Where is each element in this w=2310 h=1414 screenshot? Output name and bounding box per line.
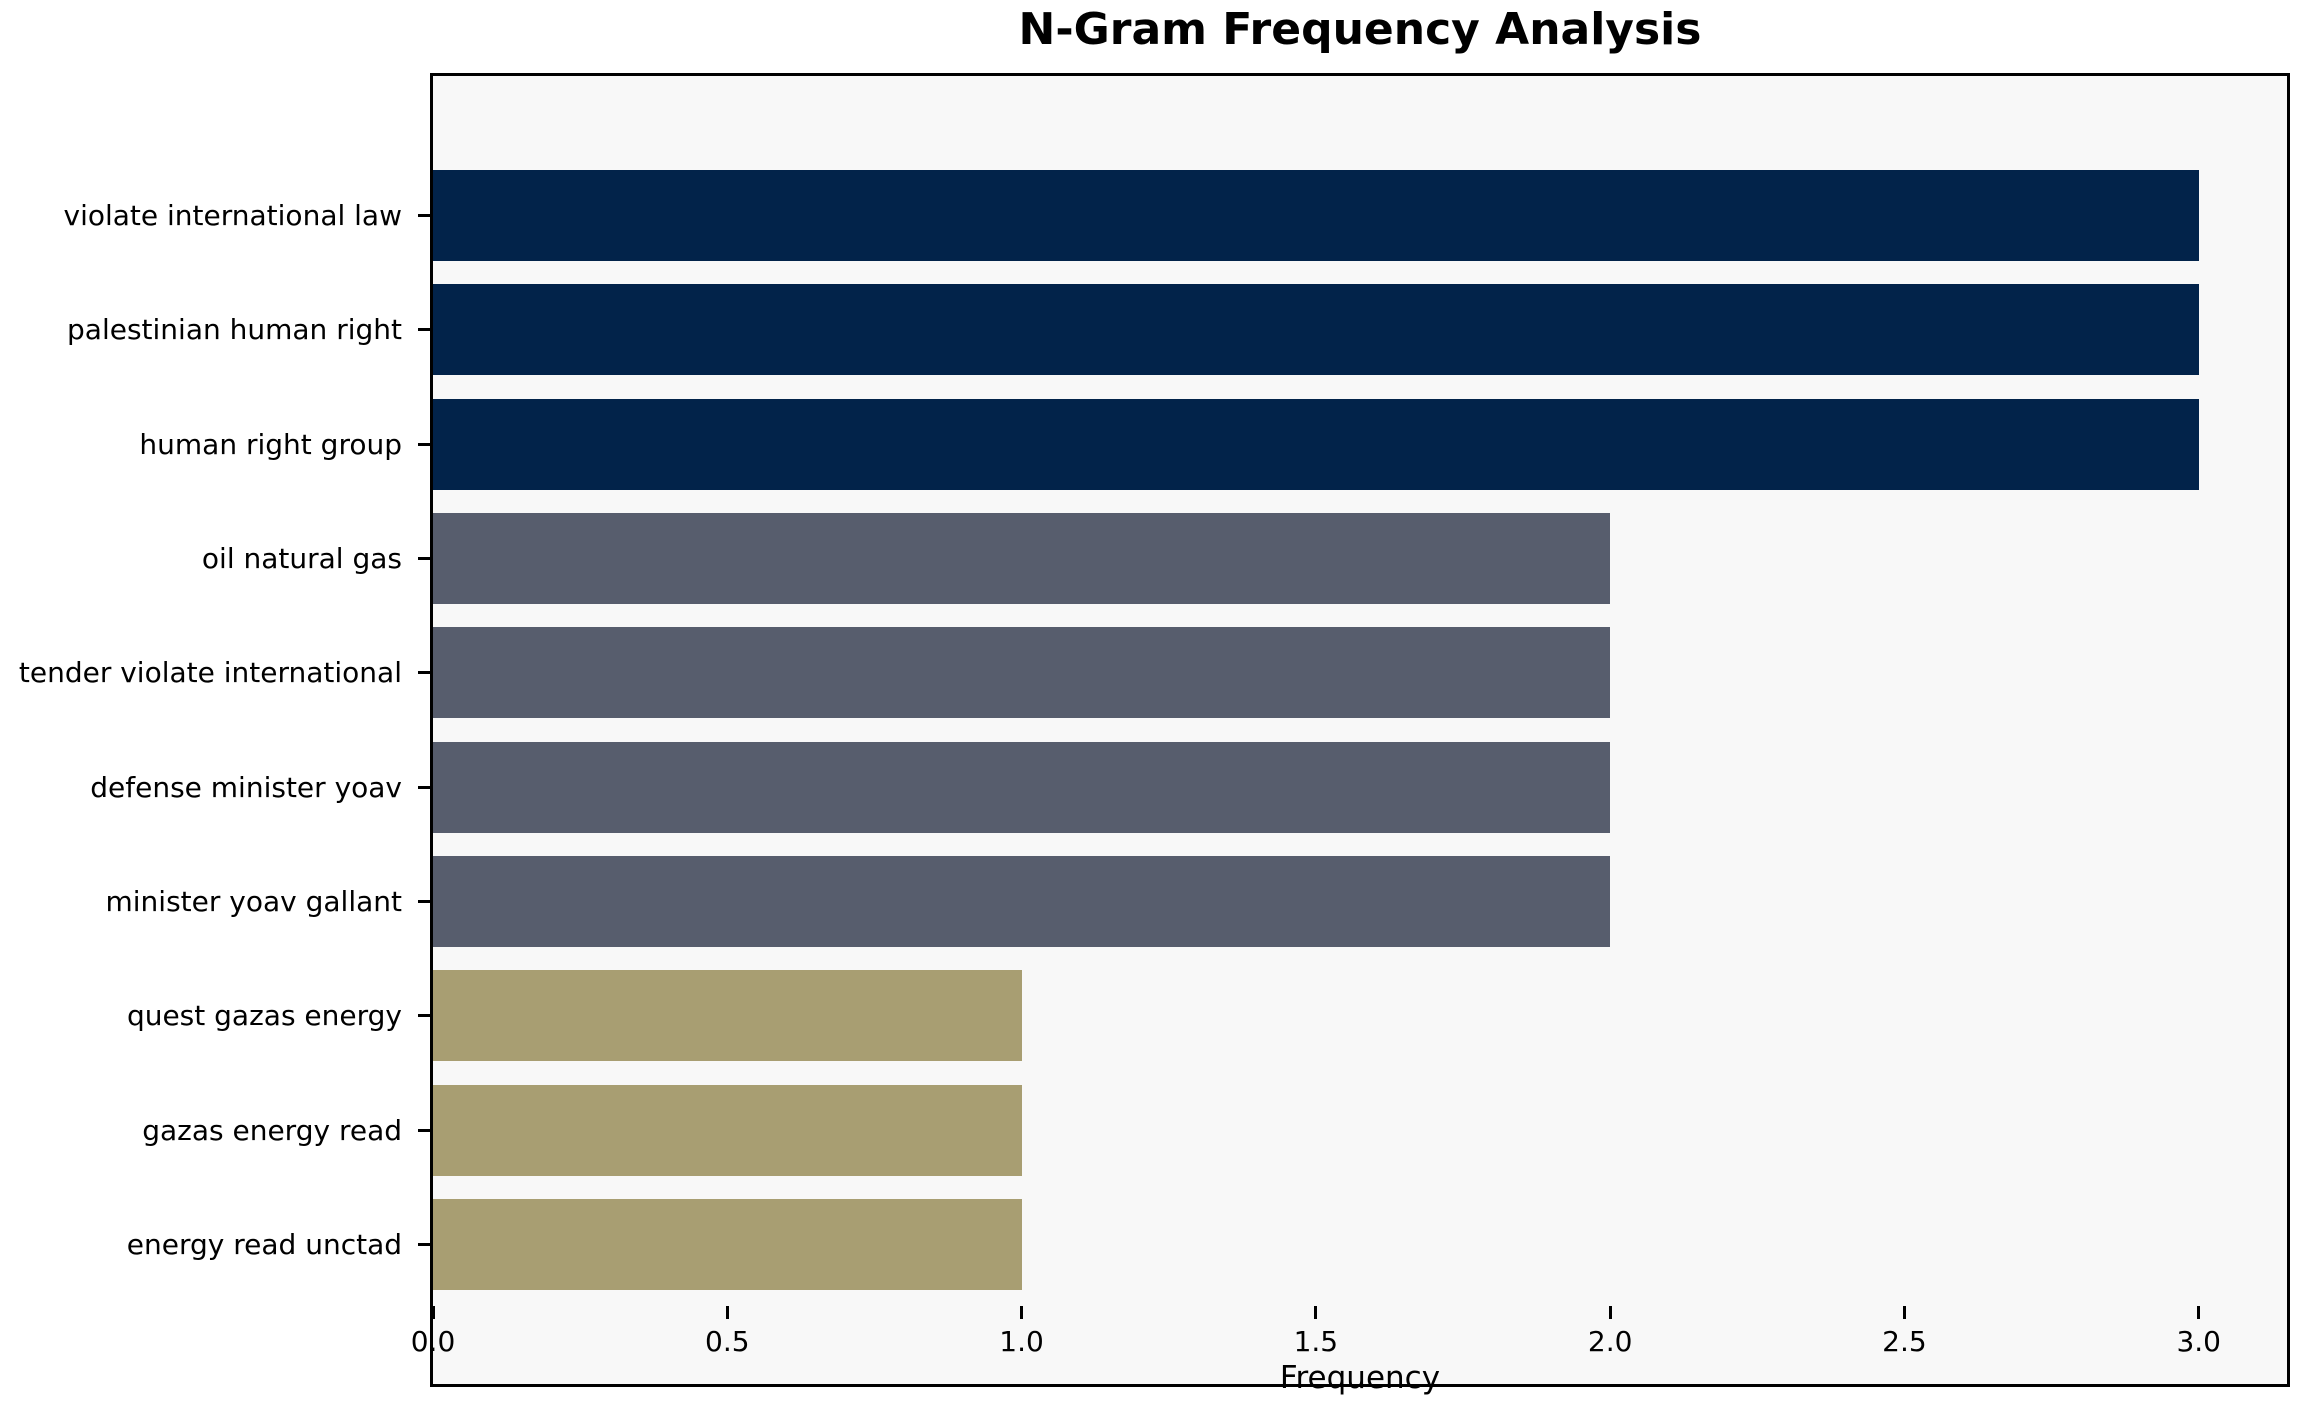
- bar-row: [433, 730, 2287, 844]
- bar-tender-violate-international: [433, 627, 1611, 719]
- bar-violate-international-law: [433, 169, 2199, 261]
- y-tick-mark: [418, 785, 430, 789]
- bar-row: [433, 501, 2287, 615]
- x-tick-mark: [725, 1306, 729, 1319]
- bar-gazas-energy-read: [433, 1084, 1022, 1176]
- x-tick-mark: [1902, 1306, 1906, 1319]
- y-label-row: gazas energy read: [0, 1073, 430, 1187]
- y-tick-mark: [418, 900, 430, 904]
- plot-area: [430, 73, 2290, 1387]
- y-tick-mark: [418, 1128, 430, 1132]
- y-label-row: human right group: [0, 387, 430, 501]
- y-tick-label: energy read unctad: [126, 1228, 402, 1262]
- x-tick-mark: [2197, 1306, 2201, 1319]
- bar-row: [433, 959, 2287, 1073]
- x-axis-title: Frequency: [1279, 1360, 1441, 1396]
- y-label-row: tender violate international: [0, 616, 430, 730]
- x-tick-mark: [1608, 1306, 1612, 1319]
- y-tick-label: defense minister yoav: [90, 770, 402, 804]
- x-tick-label: 3.0: [2176, 1325, 2221, 1358]
- y-tick-label: tender violate international: [18, 656, 402, 690]
- x-tick-label: 1.0: [999, 1325, 1044, 1358]
- bar-defense-minister-yoav: [433, 741, 1611, 833]
- chart-title: N-Gram Frequency Analysis: [1018, 4, 1702, 55]
- x-tick-label: 0.5: [705, 1325, 750, 1358]
- y-axis-labels: violate international law palestinian hum…: [0, 76, 430, 1384]
- y-label-row: oil natural gas: [0, 501, 430, 615]
- x-tick-label: 2.0: [1587, 1325, 1633, 1358]
- bar-quest-gazas-energy: [433, 970, 1022, 1062]
- bar-row: [433, 387, 2287, 501]
- bar-row: [433, 1188, 2287, 1302]
- x-axis: 0.0 0.5 1.0 1.5 2.0 2.5 3.0: [411, 1305, 2287, 1375]
- x-tick-label: 0.0: [410, 1325, 456, 1358]
- y-tick-label: oil natural gas: [201, 541, 402, 575]
- x-tick-label: 2.5: [1882, 1325, 1927, 1358]
- y-tick-label: minister yoav gallant: [105, 885, 403, 919]
- y-label-row: palestinian human right: [0, 272, 430, 386]
- y-tick-label: gazas energy read: [142, 1113, 402, 1147]
- x-tick-mark: [1020, 1306, 1024, 1319]
- bar-energy-read-unctad: [433, 1199, 1022, 1291]
- bar-palestinian-human-right: [433, 284, 2199, 376]
- y-label-row: defense minister yoav: [0, 730, 430, 844]
- x-tick-label: 1.5: [1293, 1325, 1339, 1358]
- y-tick-label: violate international law: [63, 198, 403, 232]
- bar-row: [433, 158, 2287, 272]
- y-tick-mark: [418, 671, 430, 675]
- x-tick-mark: [431, 1306, 435, 1319]
- y-label-row: quest gazas energy: [0, 959, 430, 1073]
- y-tick-label: palestinian human right: [67, 313, 402, 347]
- bar-row: [433, 844, 2287, 958]
- x-tick-mark: [1314, 1306, 1318, 1319]
- y-tick-mark: [418, 1014, 430, 1018]
- y-label-row: energy read unctad: [0, 1188, 430, 1302]
- y-tick-mark: [418, 1243, 430, 1247]
- y-label-row: violate international law: [0, 158, 430, 272]
- bar-oil-natural-gas: [433, 512, 1611, 604]
- bar-minister-yoav-gallant: [433, 856, 1611, 948]
- y-tick-mark: [418, 442, 430, 446]
- y-tick-mark: [418, 556, 430, 560]
- y-tick-mark: [418, 213, 430, 217]
- y-tick-label: human right group: [139, 427, 402, 461]
- y-tick-label: quest gazas energy: [126, 999, 402, 1033]
- bar-human-right-group: [433, 398, 2199, 490]
- bar-row: [433, 1073, 2287, 1187]
- y-label-row: minister yoav gallant: [0, 844, 430, 958]
- bar-row: [433, 272, 2287, 386]
- y-tick-mark: [418, 328, 430, 332]
- bar-row: [433, 616, 2287, 730]
